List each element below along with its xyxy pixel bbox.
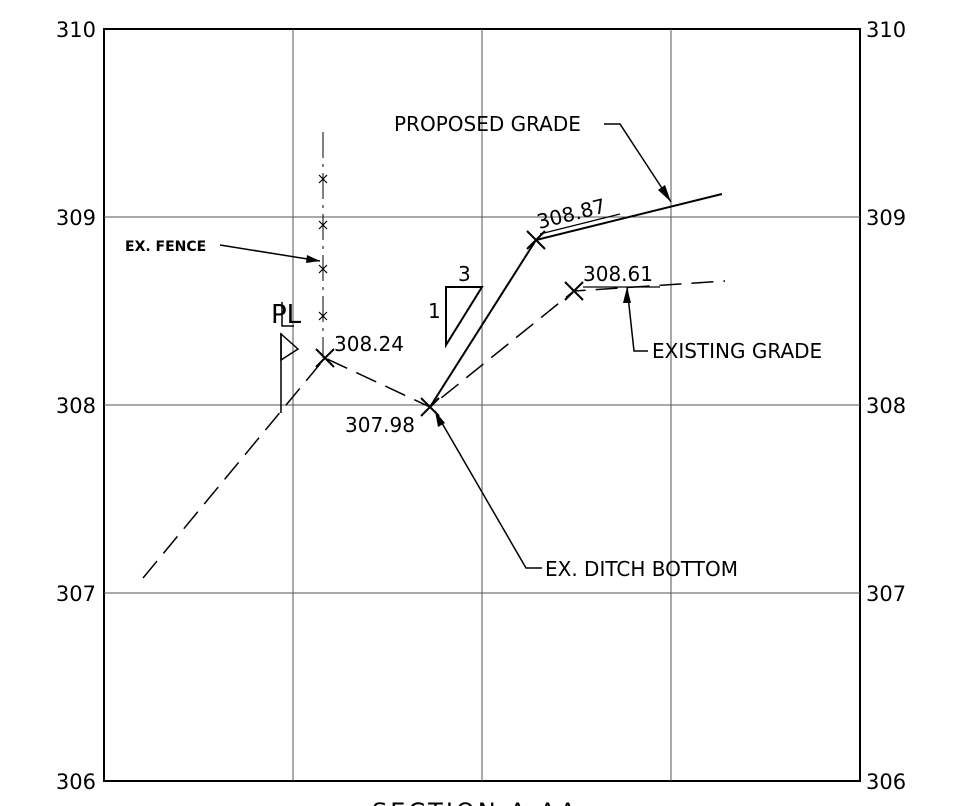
slope-rise-label: 1 — [428, 299, 441, 323]
existing-grade-arrowhead — [623, 287, 631, 303]
property-line-label: PL — [271, 300, 302, 330]
slope-triangle-shape — [445, 286, 484, 349]
fence-markers — [318, 174, 328, 321]
fence-x-marker — [318, 311, 328, 321]
ex-fence-arrowhead — [306, 255, 320, 263]
left-tick-306: 306 — [56, 770, 96, 794]
point-markers — [315, 230, 584, 417]
fence-x-marker — [318, 264, 328, 274]
elevation-30824: 308.24 — [334, 332, 404, 356]
ditch-bottom-arrowhead — [435, 411, 445, 427]
ditch-bottom-leader — [434, 410, 542, 569]
elevation-30887-underline — [539, 213, 621, 235]
elevation-30887: 308.87 — [534, 194, 608, 234]
left-tick-309: 309 — [56, 206, 96, 230]
left-tick-310: 310 — [56, 18, 96, 42]
right-tick-310: 310 — [866, 18, 906, 42]
proposed-grade-arrowhead — [658, 185, 671, 202]
proposed-grade-leader — [604, 123, 672, 203]
section-title: SECTION A-AA — [372, 798, 579, 806]
right-tick-306: 306 — [866, 770, 906, 794]
point-marker-30824 — [315, 348, 335, 368]
existing-grade-line — [142, 280, 726, 579]
property-line-symbol — [280, 302, 300, 413]
left-tick-308: 308 — [56, 394, 96, 418]
ex-fence-leader — [219, 244, 321, 262]
grid-lines — [104, 29, 860, 781]
ex-fence-label: EX. FENCE — [125, 239, 206, 255]
leaders — [219, 123, 672, 569]
proposed-grade-label: PROPOSED GRADE — [394, 112, 581, 136]
right-tick-308: 308 — [866, 394, 906, 418]
fence-x-marker — [318, 220, 328, 230]
ex-ditch-bottom-label: EX. DITCH BOTTOM — [545, 557, 738, 581]
property-line-flag — [280, 332, 300, 362]
fence-x-marker — [318, 174, 328, 184]
leader-arrowheads — [306, 185, 671, 427]
left-axis-labels: 310 309 308 307 306 — [56, 18, 96, 794]
right-tick-309: 309 — [866, 206, 906, 230]
existing-grade-leader — [626, 286, 648, 352]
slope-run-label: 3 — [458, 262, 471, 286]
elevation-30861: 308.61 — [583, 262, 653, 286]
right-tick-307: 307 — [866, 582, 906, 606]
existing-grade-label: EXISTING GRADE — [652, 339, 822, 363]
right-axis-labels: 310 309 308 307 306 — [866, 18, 906, 794]
slope-triangle — [445, 286, 484, 349]
property-line-l — [281, 302, 294, 327]
left-tick-307: 307 — [56, 582, 96, 606]
elevation-underlines — [539, 213, 660, 288]
point-marker-30861 — [564, 281, 584, 301]
elevation-30798: 307.98 — [345, 413, 415, 437]
